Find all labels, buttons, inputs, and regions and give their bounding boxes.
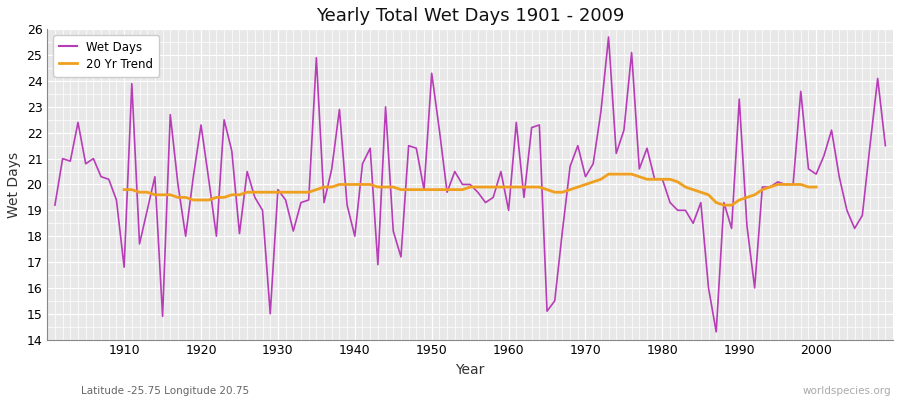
X-axis label: Year: Year: [455, 363, 485, 377]
Text: worldspecies.org: worldspecies.org: [803, 386, 891, 396]
Title: Yearly Total Wet Days 1901 - 2009: Yearly Total Wet Days 1901 - 2009: [316, 7, 625, 25]
Y-axis label: Wet Days: Wet Days: [7, 151, 21, 218]
Text: Latitude -25.75 Longitude 20.75: Latitude -25.75 Longitude 20.75: [81, 386, 249, 396]
Legend: Wet Days, 20 Yr Trend: Wet Days, 20 Yr Trend: [53, 35, 159, 76]
